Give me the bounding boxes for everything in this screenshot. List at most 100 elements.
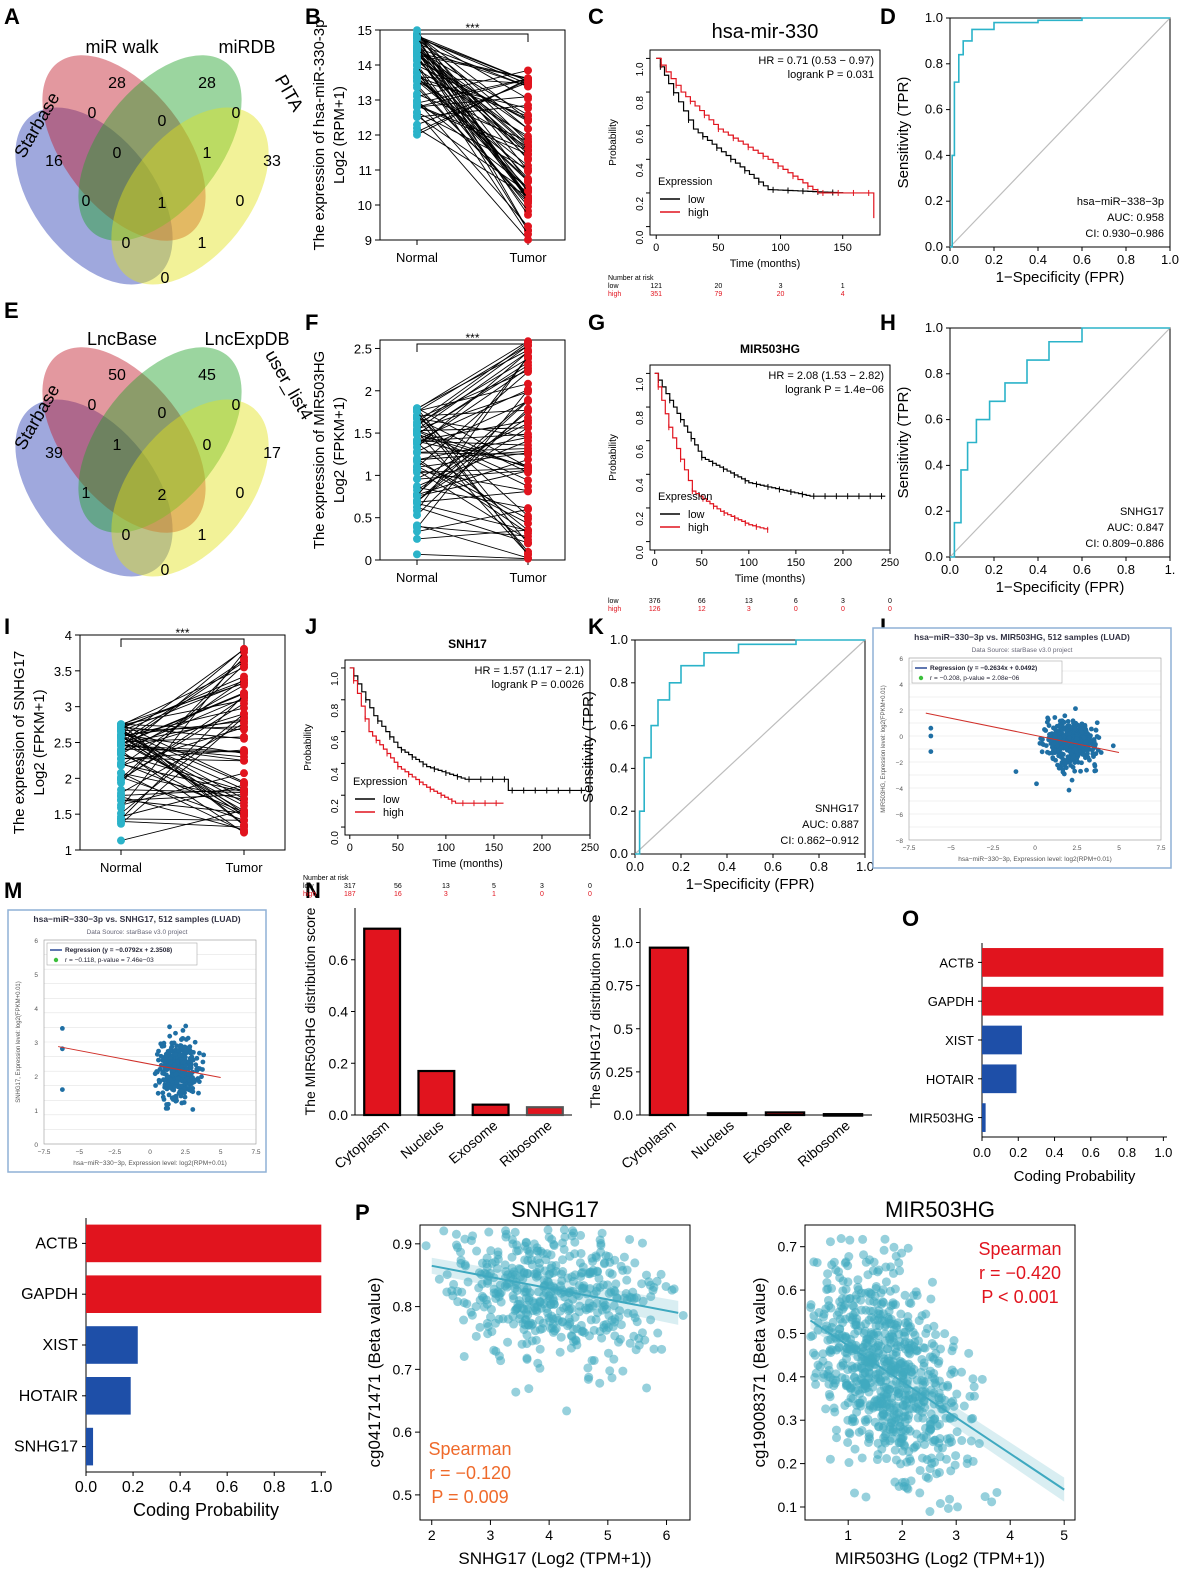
scatter-point	[943, 1503, 953, 1513]
y-axis-label: The expression of MIR503HG	[311, 351, 328, 549]
x-tick-label: 7.5	[251, 1149, 260, 1156]
tumor-point	[240, 816, 248, 825]
x-axis-label: 1−Specificity (FPR)	[996, 269, 1125, 286]
venn-count: 1	[113, 437, 122, 454]
scatter-point	[558, 1255, 568, 1265]
scatter-point	[669, 1284, 679, 1294]
chart-title: MIR503HG	[885, 1197, 995, 1222]
significance-label: ***	[175, 626, 189, 640]
scatter-point	[928, 749, 934, 754]
scatter-point	[489, 1345, 499, 1355]
scatter-point	[873, 1309, 883, 1319]
scatter-point	[159, 1043, 165, 1049]
venn-count: 2	[158, 487, 167, 504]
pair-line	[416, 93, 529, 142]
y-tick-label: 0.2	[329, 1055, 349, 1071]
x-tick-label: Ribosome	[794, 1117, 853, 1170]
scatter-point	[840, 1332, 850, 1342]
roc-ci: CI: 0.809−0.886	[1085, 538, 1164, 550]
regression-line	[431, 1264, 679, 1314]
tumor-point	[524, 416, 532, 425]
hazard-ratio: HR = 2.08 (1.53 − 2.82)	[768, 370, 884, 382]
risk-value: 56	[394, 883, 402, 890]
scatter-point	[591, 1252, 601, 1262]
bar	[982, 986, 1164, 1016]
bar	[417, 1069, 456, 1117]
venn-count: 50	[108, 367, 126, 384]
pair-line	[416, 553, 529, 560]
pair-line	[416, 342, 529, 423]
scatter-point	[178, 1037, 184, 1042]
normal-point	[413, 475, 421, 484]
scatter-point	[201, 1052, 207, 1058]
bar	[86, 1275, 322, 1313]
y-tick-label: MIR503HG	[909, 1111, 974, 1126]
x-tick-label: 5	[1060, 1527, 1068, 1543]
scatter-point	[182, 1094, 188, 1100]
y-axis-label: Probability	[608, 119, 619, 166]
risk-row-label: low	[608, 598, 619, 605]
x-tick-label: 0.8	[263, 1479, 285, 1496]
scatter-point	[1091, 737, 1097, 742]
scatter-point	[880, 1431, 890, 1441]
pair-line	[416, 407, 529, 544]
scatter-point	[885, 1407, 895, 1417]
scatter-point	[1069, 777, 1075, 783]
scatter-point	[483, 1329, 493, 1339]
risk-value: 4	[841, 291, 845, 298]
roc-label: SNHG17	[1120, 506, 1164, 518]
pair-line	[120, 733, 245, 754]
scatter-point	[570, 1249, 580, 1259]
scatter-point	[522, 1354, 532, 1364]
scatter-point	[162, 1082, 168, 1088]
pair-line	[416, 80, 529, 172]
scatter-point	[880, 1234, 890, 1244]
y-axis-label: The expression of hsa-miR-330-3p	[311, 20, 328, 251]
pair-line	[416, 431, 529, 555]
roc-plot-H: 0.0 0.2 0.4 0.6 0.8 1. 0.0 0.2 0.4 0.6 0.8 1.0 1−Spe…	[895, 320, 1175, 596]
y-tick-label: 3	[65, 700, 72, 715]
scatter-point	[173, 1071, 179, 1077]
scatter-point	[916, 1367, 926, 1377]
scatter-point	[1052, 715, 1058, 720]
scatter-point	[610, 1255, 620, 1265]
y-tick-label: 0.4	[635, 478, 646, 492]
scatter-point	[1062, 713, 1068, 719]
tumor-point	[524, 174, 532, 183]
bar	[86, 1377, 131, 1415]
y-tick-label: 0.4	[778, 1369, 798, 1385]
scatter-point	[637, 1328, 647, 1338]
scatter-point	[451, 1229, 461, 1239]
scatter-point	[931, 1330, 941, 1340]
scatter-point	[434, 1274, 444, 1284]
scatter-point	[895, 1417, 905, 1427]
scatter-point	[1039, 749, 1045, 755]
scatter-point	[831, 1425, 841, 1435]
scatter-point	[865, 1348, 875, 1358]
scatter-point	[951, 1451, 961, 1461]
venn-count: 0	[158, 113, 167, 130]
scatter-point	[190, 1089, 196, 1095]
pair-line	[416, 524, 529, 559]
x-axis-label: 1−Specificity (FPR)	[686, 876, 815, 893]
scatter-point	[200, 1067, 205, 1072]
scatter-point	[182, 1044, 188, 1050]
scatter-point	[153, 1083, 158, 1088]
scatter-point	[522, 1339, 532, 1349]
significance-label: ***	[465, 331, 479, 345]
scatter-point	[170, 1097, 176, 1102]
scatter-point	[595, 1378, 605, 1388]
scatter-point	[945, 1494, 955, 1504]
risk-value: 376	[649, 598, 661, 605]
scatter-point	[187, 1078, 193, 1083]
scatter-point	[1079, 730, 1085, 735]
scatter-point	[876, 1392, 886, 1402]
scatter-point	[1042, 727, 1047, 732]
scatter-point	[472, 1246, 482, 1256]
scatter-point	[887, 1393, 897, 1403]
scatter-point	[155, 1090, 161, 1096]
chart-title: SNHG17	[511, 1197, 599, 1222]
diagonal-reference	[949, 327, 1171, 558]
plot-frame	[43, 939, 257, 1145]
